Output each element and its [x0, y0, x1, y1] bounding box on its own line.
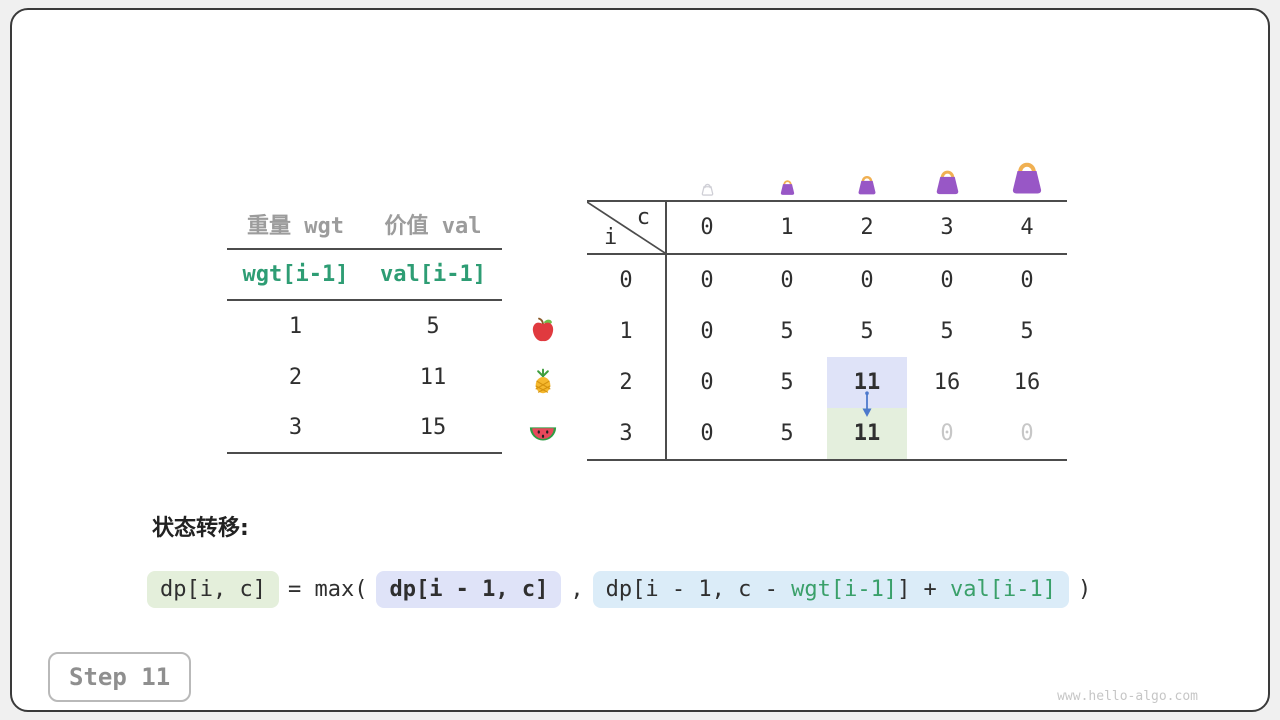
dp-cell: 0 [780, 268, 794, 293]
formula-arg2-wgt: wgt[i-1] [791, 577, 898, 602]
dp-cell: 0 [700, 319, 714, 344]
items-symbol-val: val[i-1] [364, 250, 502, 301]
dp-cell-pending: 0 [1020, 421, 1034, 446]
capacity-icons-row [667, 146, 1067, 196]
item-row-1-val: 5 [426, 314, 440, 339]
formula-arg2-val: val[i-1] [950, 577, 1057, 602]
step-badge: Step 11 [48, 652, 192, 702]
formula-separator: , [570, 577, 584, 602]
dp-col-header: 0 [667, 202, 747, 255]
apple-icon [528, 315, 558, 345]
item-row-3-val: 15 [364, 403, 502, 454]
bag-large-icon [932, 167, 963, 196]
item-row-2-wgt: 2 [288, 365, 303, 390]
formula-lhs: dp[i, c] [147, 571, 279, 608]
corner-col-var: c [636, 205, 650, 230]
items-col-header-val: 价值 val [364, 200, 502, 250]
transition-arrow-icon [862, 391, 872, 417]
dp-col-header: 2 [827, 202, 907, 255]
watermark: www.hello-algo.com [1057, 689, 1198, 704]
dp-cell: 0 [940, 268, 954, 293]
dp-cell: 0 [700, 421, 714, 446]
section-title: 状态转移: [152, 516, 249, 541]
dp-cell: 0 [1020, 268, 1034, 293]
dp-cell: 0 [700, 370, 714, 395]
dp-cell: 5 [780, 421, 794, 446]
bag-medium-icon [855, 173, 879, 196]
dp-cell: 5 [860, 319, 874, 344]
item-row-1-wgt: 1 [288, 314, 303, 339]
dp-table: c i 0 1 2 3 4 0 0 0 0 0 0 1 0 5 5 5 5 2 … [587, 200, 1067, 461]
items-symbol-wgt: wgt[i-1] [227, 250, 364, 301]
items-col-header-wgt: 重量 wgt [227, 200, 364, 250]
figure-card: 重量 wgt 价值 val wgt[i-1] val[i-1] 1 5 2 11… [10, 8, 1270, 712]
formula-arg2-part2: ] + [897, 577, 951, 602]
dp-row-label: 1 [587, 306, 667, 357]
bag-ghost-icon [700, 182, 715, 196]
formula-arg2: dp[i - 1, c - wgt[i-1]] + val[i-1] [592, 571, 1070, 608]
item-row-2-val: 11 [419, 365, 447, 390]
bag-small-icon [778, 178, 797, 196]
dp-cell: 5 [940, 319, 954, 344]
item-row-3-wgt: 3 [227, 403, 364, 454]
dp-cell: 5 [1020, 319, 1034, 344]
dp-cell: 16 [933, 370, 961, 395]
corner-row-var: i [604, 225, 618, 250]
dp-row-label: 2 [587, 357, 667, 408]
dp-cell: 5 [780, 370, 794, 395]
formula-close-paren: ) [1078, 577, 1092, 602]
dp-col-header: 4 [987, 202, 1067, 255]
dp-corner-cell: c i [587, 202, 667, 255]
items-table: 重量 wgt 价值 val wgt[i-1] val[i-1] 1 5 2 11… [227, 200, 502, 454]
corner-diagonal-line [587, 202, 665, 253]
pineapple-icon [528, 366, 558, 396]
watermelon-icon [528, 417, 558, 447]
formula-arg1: dp[i - 1, c] [376, 571, 562, 608]
dp-cell: 16 [1013, 370, 1041, 395]
dp-col-header: 1 [747, 202, 827, 255]
dp-cell-source-highlight: 11 [827, 357, 907, 408]
formula-operator: = max( [287, 577, 368, 602]
dp-cell-pending: 0 [940, 421, 954, 446]
dp-cell: 5 [780, 319, 794, 344]
dp-col-header: 3 [907, 202, 987, 255]
formula-arg2-part1: dp[i - 1, c - [605, 577, 792, 602]
dp-row-label: 3 [587, 408, 667, 459]
dp-row-label: 0 [587, 255, 667, 306]
state-transition-formula: dp[i, c] = max( dp[i - 1, c] , dp[i - 1,… [147, 571, 1091, 608]
dp-cell: 0 [700, 268, 714, 293]
bag-xlarge-icon [1007, 158, 1047, 196]
dp-cell: 0 [860, 268, 874, 293]
